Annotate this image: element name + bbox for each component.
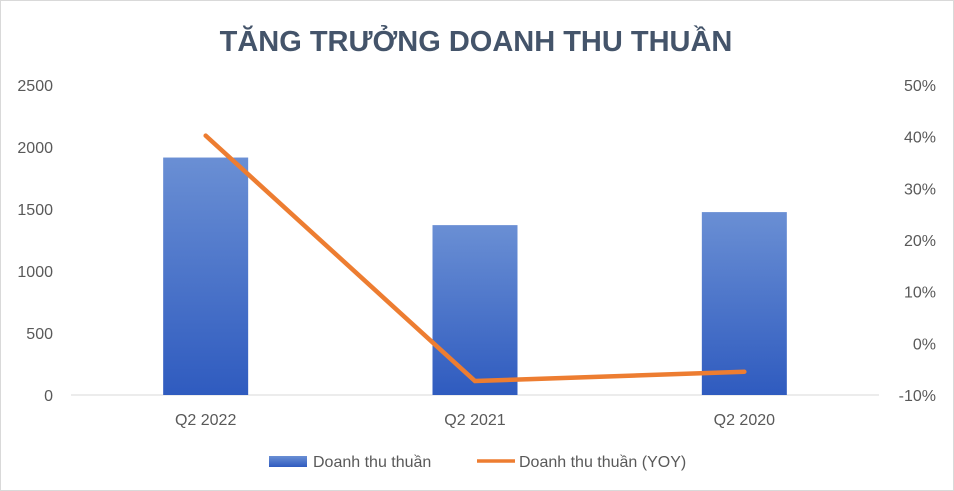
bar — [163, 157, 249, 395]
legend: Doanh thu thuần Doanh thu thuần (YOY) — [269, 454, 686, 471]
chart-title: TĂNG TRƯỞNG DOANH THU THUẦN — [220, 24, 733, 58]
bar — [432, 225, 518, 395]
right-tick-label: 40% — [904, 130, 936, 147]
legend-label-line: Doanh thu thuần (YOY) — [519, 454, 686, 471]
right-tick-label: 30% — [904, 181, 936, 198]
right-tick-label: -10% — [899, 388, 936, 405]
bar — [701, 212, 787, 395]
left-tick-label: 2000 — [17, 140, 53, 157]
legend-label-bar: Doanh thu thuần — [313, 454, 431, 471]
x-axis: Q2 2022 Q2 2021 Q2 2020 — [175, 412, 775, 429]
bar-series — [163, 157, 787, 395]
line-series — [203, 133, 747, 384]
legend-swatch-bar — [269, 456, 307, 467]
left-tick-label: 500 — [26, 326, 53, 343]
left-tick-label: 2500 — [17, 78, 53, 95]
left-tick-label: 1000 — [17, 264, 53, 281]
left-axis: 0 500 1000 1500 2000 2500 — [17, 78, 53, 405]
right-tick-label: 10% — [904, 285, 936, 302]
right-tick-label: 20% — [904, 233, 936, 250]
right-axis: -10% 0% 10% 20% 30% 40% 50% — [899, 78, 936, 405]
category-label: Q2 2020 — [714, 412, 775, 429]
left-tick-label: 1500 — [17, 202, 53, 219]
category-label: Q2 2021 — [444, 412, 505, 429]
left-tick-label: 0 — [44, 388, 53, 405]
right-tick-label: 0% — [913, 336, 936, 353]
right-tick-label: 50% — [904, 78, 936, 95]
category-label: Q2 2022 — [175, 412, 236, 429]
